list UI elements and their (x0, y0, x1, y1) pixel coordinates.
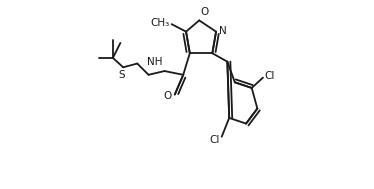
Text: N: N (218, 26, 226, 36)
Text: O: O (164, 91, 172, 101)
Text: Cl: Cl (209, 135, 219, 145)
Text: O: O (200, 7, 209, 17)
Text: CH₃: CH₃ (150, 18, 169, 28)
Text: Cl: Cl (265, 71, 275, 81)
Text: S: S (119, 70, 125, 80)
Text: NH: NH (147, 57, 162, 67)
